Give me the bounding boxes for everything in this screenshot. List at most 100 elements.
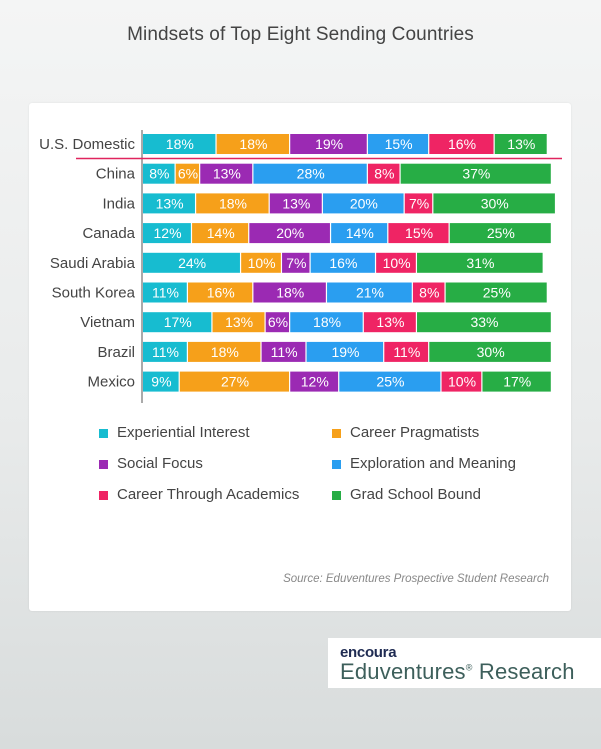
data-label: 8% [149,166,169,182]
data-label: 24% [178,255,206,271]
bar-segment [417,312,551,333]
bar-segment [327,282,412,303]
bar-segment [196,193,269,214]
legend-item: Exploration and Meaning [332,455,516,473]
category-label: Canada [82,225,135,242]
bar-segment [187,341,261,362]
bar-segment [187,282,253,303]
data-label: 13% [282,195,310,211]
legend-swatch [99,490,108,500]
bar-segment [179,371,290,392]
bar-segment [200,163,253,184]
logo-research: Research [472,659,575,684]
legend-swatch [99,459,108,469]
bar-segment [441,371,482,392]
source-note: Source: Eduventures Prospective Student … [283,573,549,585]
chart-card: U.S. Domestic 18% 18% 19% 15% 16% 13% China 8% 6%… [29,103,571,611]
data-label: 25% [487,225,515,241]
category-label: Brazil [97,344,135,361]
data-label: 13% [507,136,535,152]
logo-eduventures: Eduventures [340,659,466,684]
data-label: 18% [313,314,341,330]
data-label: 17% [503,374,531,390]
data-label: 19% [315,136,343,152]
data-label: 18% [239,136,267,152]
logo-encoura: encoura [340,644,397,661]
data-label: 28% [297,166,325,182]
data-label: 25% [376,374,404,390]
bar-segment [269,193,322,214]
legend-label: Social Focus [117,455,203,472]
category-label: Saudi Arabia [50,255,136,272]
data-label: 6% [178,166,198,182]
data-label: 8% [374,166,394,182]
data-label: 11% [271,344,298,360]
data-label: 19% [331,344,359,360]
bar-segment [363,312,416,333]
data-label: 20% [350,195,378,211]
data-label: 18% [276,285,304,301]
category-label: South Korea [52,285,136,302]
bar-segment [265,312,290,333]
bar-segment [253,282,326,303]
data-label: 21% [356,285,384,301]
bar-segment [143,252,240,273]
bar-segment [404,193,433,214]
data-label: 11% [152,344,179,360]
bar-segment [429,341,551,362]
bar-segment [253,163,367,184]
data-label: 13% [225,314,253,330]
brand-logo: encoura Eduventures® Research [328,638,601,688]
data-label: 9% [151,374,171,390]
data-label: 10% [383,255,411,271]
data-label: 13% [376,314,404,330]
category-label: China [96,166,136,183]
data-label: 10% [248,255,276,271]
data-label: 20% [276,225,304,241]
data-label: 31% [466,255,494,271]
bar-segment [143,163,175,184]
data-label: 10% [448,374,476,390]
data-label: 14% [346,225,374,241]
bar-segment [212,312,265,333]
bar-segment [249,223,330,244]
category-label: India [102,195,135,212]
data-label: 18% [219,195,247,211]
data-label: 12% [301,374,329,390]
bar-segment [445,282,547,303]
bar-segment [216,134,290,154]
chart-legend: Experiential Interest Career Pragmatists S… [99,424,559,514]
data-label: 11% [393,344,420,360]
bar-segment [261,341,306,362]
category-label: Mexico [87,374,135,391]
bar-segment [310,252,375,273]
bar-segment [339,371,441,392]
data-label: 15% [385,136,413,152]
legend-label: Career Pragmatists [350,424,480,441]
bar-segment [322,193,404,214]
data-label: 7% [409,195,429,211]
bar-segment [449,223,551,244]
bar-segment [331,223,388,244]
category-label: U.S. Domestic [39,136,135,153]
legend-item: Experiential Interest [99,424,250,442]
bar-segment [290,134,367,154]
bar-segment [400,163,551,184]
bar-segment [376,252,416,273]
bar-segment [367,163,400,184]
legend-swatch [332,428,341,438]
data-label: 27% [221,374,249,390]
legend-label: Experiential Interest [117,424,250,441]
legend-item: Social Focus [99,455,203,473]
data-label: 12% [154,225,182,241]
data-label: 6% [268,314,288,330]
bar-segment [482,371,551,392]
data-label: 14% [207,225,235,241]
legend-label: Career Through Academics [117,486,300,503]
data-label: 15% [405,225,433,241]
bar-segment [417,252,543,273]
data-label: 33% [470,314,498,330]
bar-segment [384,341,429,362]
data-label: 13% [156,195,184,211]
bar-segment [143,193,195,214]
